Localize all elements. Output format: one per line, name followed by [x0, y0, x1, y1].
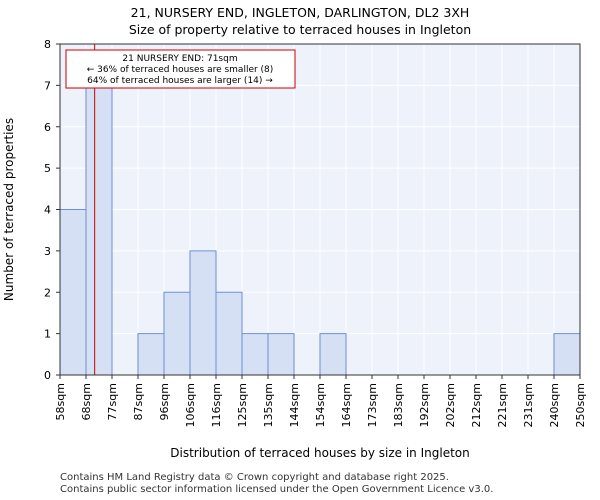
annotation-line-2: ← 36% of terraced houses are smaller (8) — [87, 65, 274, 75]
x-tick-label-14: 192sqm — [418, 383, 431, 427]
y-tick-label-6: 6 — [44, 121, 51, 134]
y-tick-label-3: 3 — [44, 245, 51, 258]
x-tick-label-8: 135sqm — [262, 383, 275, 427]
x-tick-label-13: 183sqm — [392, 383, 405, 427]
annotation-line-1: 21 NURSERY END: 71sqm — [122, 54, 237, 64]
bar-116sqm — [215, 291, 243, 376]
y-tick-label-0: 0 — [44, 369, 51, 382]
annotation-box: 21 NURSERY END: 71sqm ← 36% of terraced … — [65, 49, 296, 89]
bar-87sqm — [137, 333, 165, 376]
x-tick-label-11: 164sqm — [340, 383, 353, 427]
x-tick-label-16: 212sqm — [470, 383, 483, 427]
y-tick-label-7: 7 — [44, 79, 51, 92]
bar-125sqm — [241, 333, 269, 376]
y-tick-label-4: 4 — [44, 204, 51, 217]
bar-96sqm — [163, 291, 191, 376]
y-tick-label-8: 8 — [44, 38, 51, 51]
x-tick-label-12: 173sqm — [366, 383, 379, 427]
annotation-border — [65, 49, 296, 89]
bar-58sqm — [59, 209, 87, 376]
x-tick-label-6: 116sqm — [210, 383, 223, 427]
bar-68sqm — [85, 84, 113, 376]
y-tick-label-1: 1 — [44, 328, 51, 341]
y-axis-ticks: 0 1 2 3 4 5 6 7 8 — [44, 38, 60, 382]
x-tick-label-9: 144sqm — [288, 383, 301, 427]
x-tick-label-3: 87sqm — [132, 383, 145, 420]
x-tick-label-15: 202sqm — [444, 383, 457, 427]
footer-line-1: Contains HM Land Registry data © Crown c… — [60, 472, 449, 483]
annotation-line-3: 64% of terraced houses are larger (14) → — [87, 76, 273, 86]
grid-lines — [59, 43, 581, 376]
x-tick-label-19: 240sqm — [548, 383, 561, 427]
bar-135sqm — [267, 333, 295, 376]
chart-title: 21, NURSERY END, INGLETON, DARLINGTON, D… — [130, 5, 470, 20]
bar-240sqm — [553, 333, 581, 376]
x-tick-label-2: 77sqm — [106, 383, 119, 420]
y-tick-label-5: 5 — [44, 162, 51, 175]
y-tick-label-2: 2 — [44, 286, 51, 299]
x-tick-label-17: 221sqm — [496, 383, 509, 427]
bar-154sqm — [319, 333, 347, 376]
bar-106sqm — [189, 250, 217, 376]
x-axis-ticks: 58sqm 68sqm 77sqm 87sqm 96sqm 106sqm 116sqm 125… — [54, 375, 587, 427]
x-tick-label-7: 125sqm — [236, 383, 249, 427]
x-tick-label-1: 68sqm — [80, 383, 93, 420]
x-tick-label-0: 58sqm — [54, 383, 67, 420]
y-axis-label: Number of terraced properties — [2, 118, 16, 301]
x-tick-label-5: 106sqm — [184, 383, 197, 427]
x-tick-label-10: 154sqm — [314, 383, 327, 427]
x-tick-label-4: 96sqm — [158, 383, 171, 420]
bars — [59, 84, 581, 376]
chart-subtitle: Size of property relative to terraced ho… — [128, 22, 472, 37]
x-tick-label-18: 231sqm — [522, 383, 535, 427]
x-axis-label: Distribution of terraced houses by size … — [170, 446, 469, 460]
footer-line-2: Contains public sector information licen… — [60, 484, 494, 495]
x-tick-label-20: 250sqm — [574, 383, 587, 427]
